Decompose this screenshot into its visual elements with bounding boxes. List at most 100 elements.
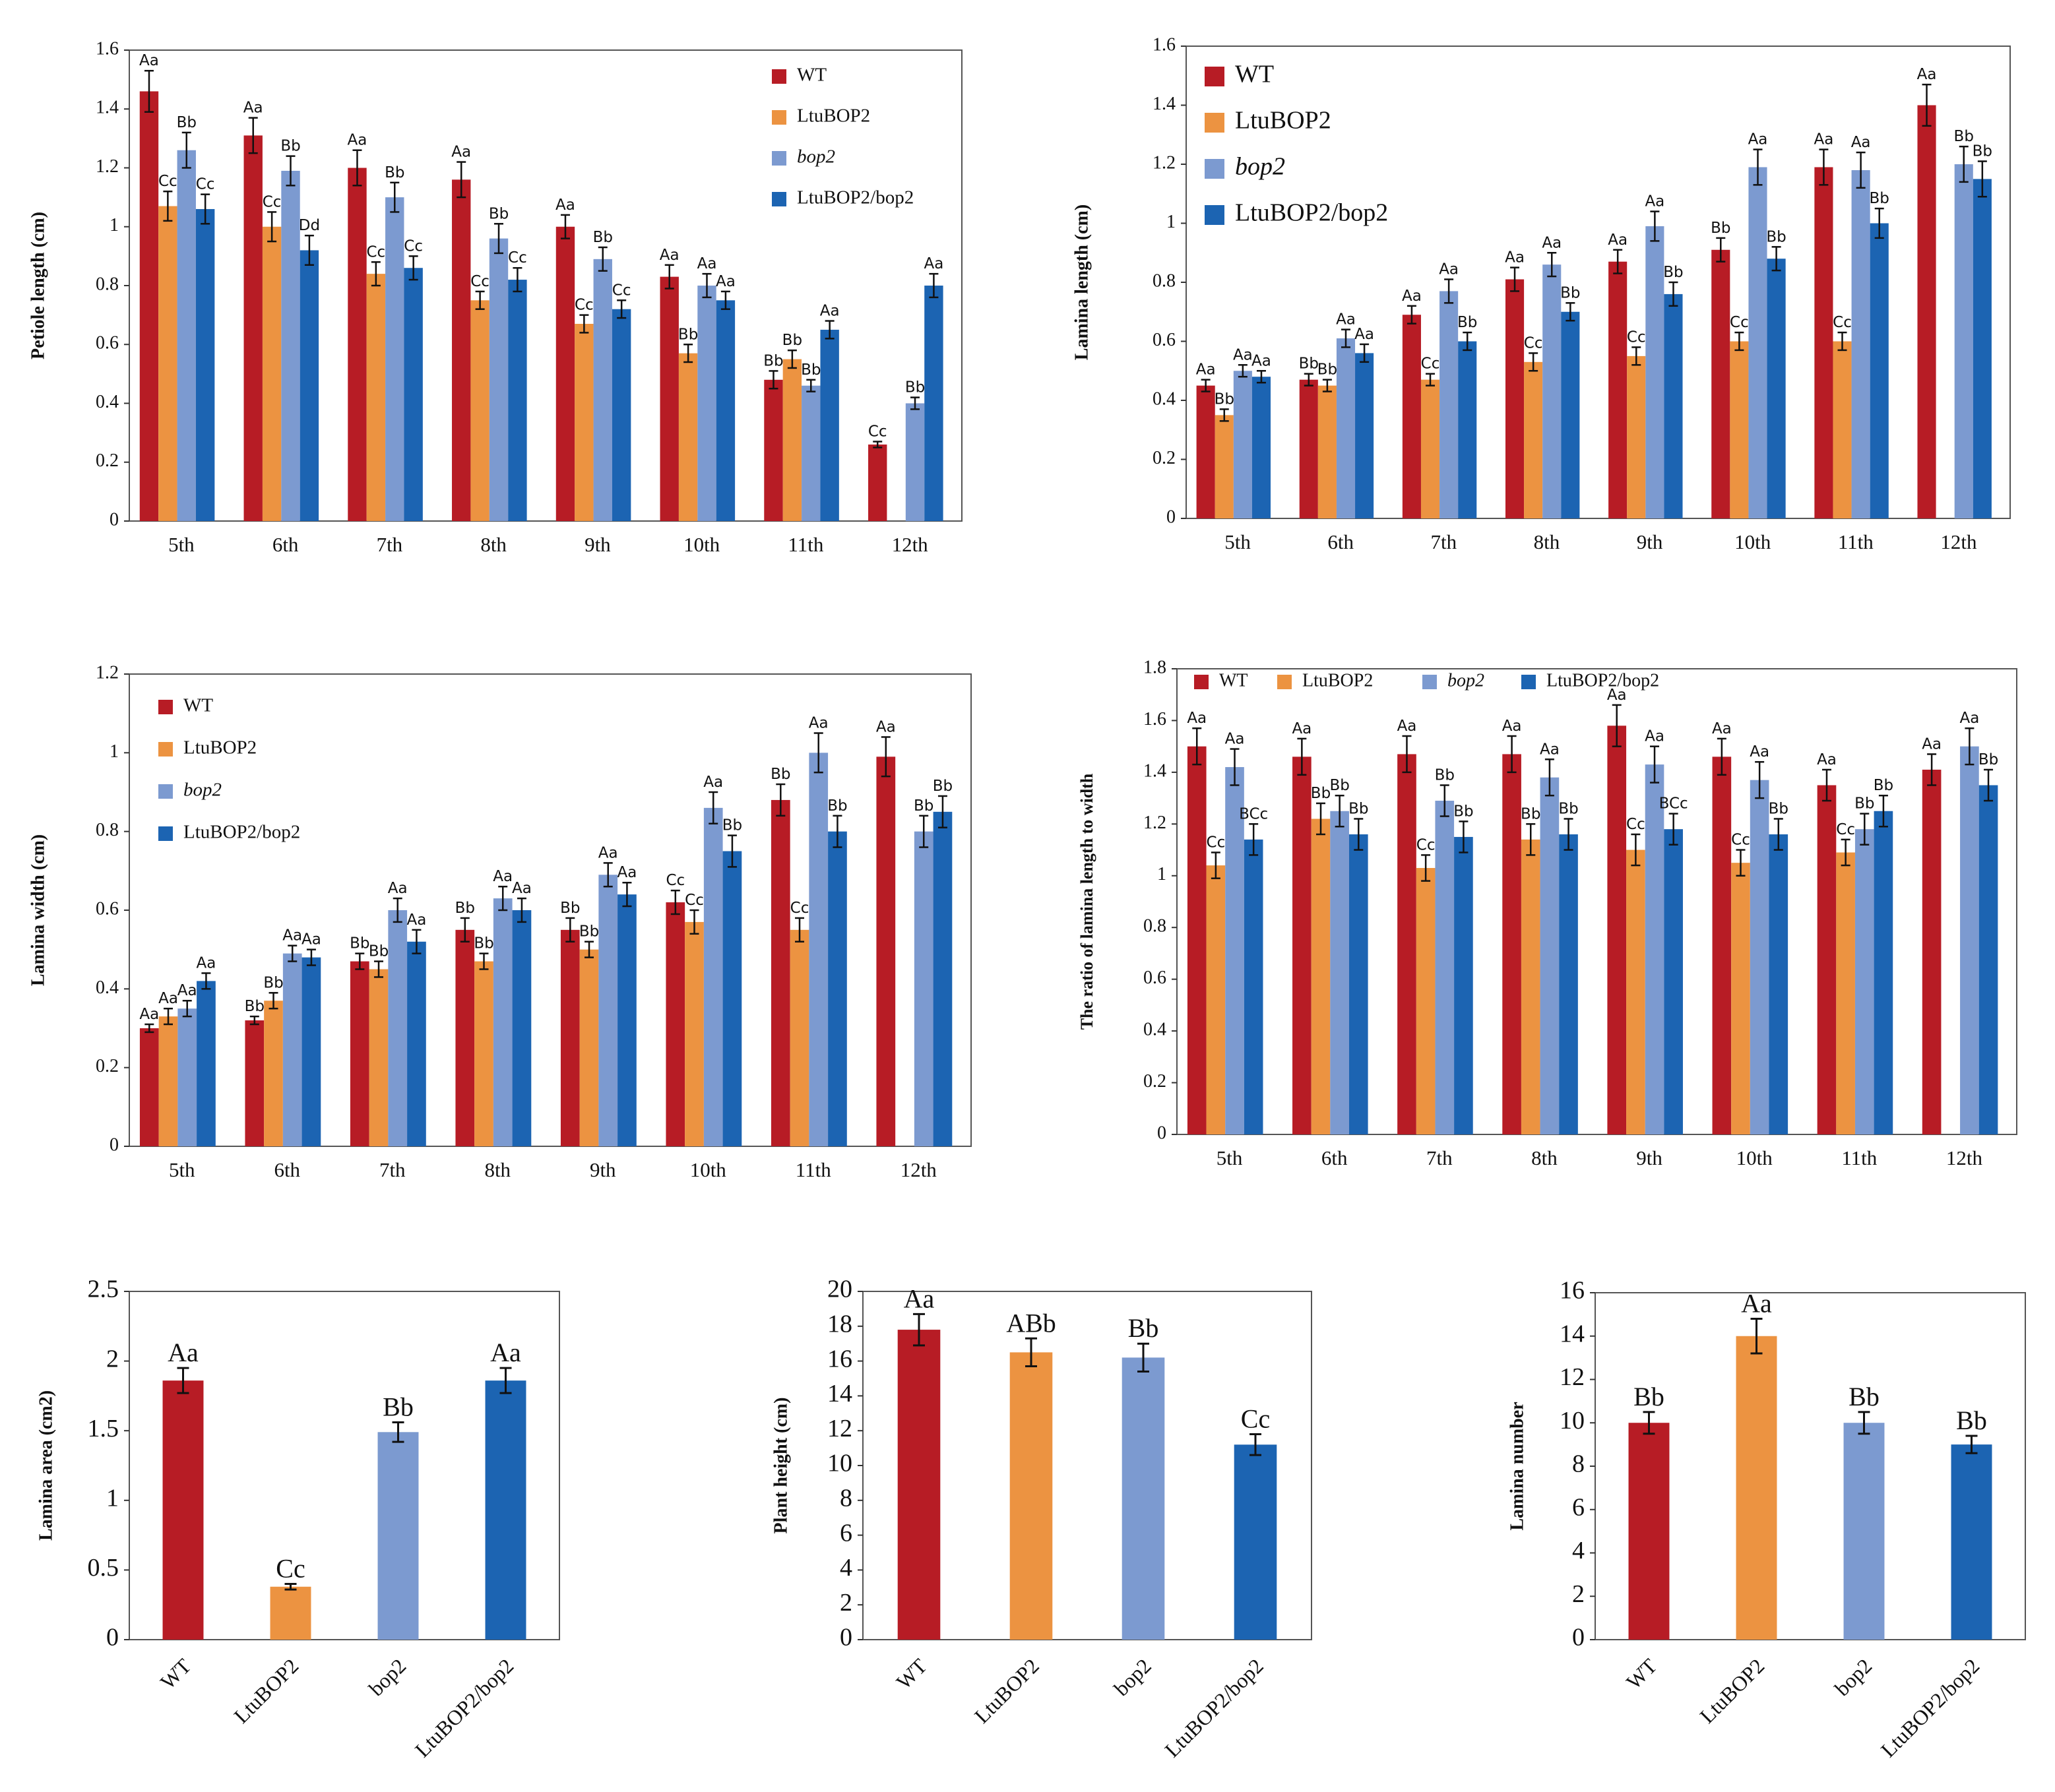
bar-ltubop2 — [1009, 1352, 1053, 1640]
significance-label: Bb — [1558, 800, 1578, 817]
bar-ltubop2-11th — [790, 929, 809, 1146]
bar-wt-7th — [1402, 315, 1421, 518]
y-tick-label: 0.2 — [1143, 1071, 1166, 1092]
bar-bop2-11th — [802, 385, 821, 521]
bar-wt-9th — [1607, 726, 1627, 1134]
significance-label: Cc — [1626, 816, 1645, 833]
significance-label: Cc — [1836, 821, 1855, 838]
bar-wt — [1628, 1423, 1670, 1640]
legend-swatch-ltubop2 — [1277, 675, 1292, 689]
bar-wt-9th — [1608, 261, 1628, 518]
y-tick-label: 0.6 — [1143, 968, 1166, 988]
x-tick-label: 8th — [484, 1158, 511, 1181]
bar-ltubop2-9th — [579, 949, 599, 1146]
x-tick-label: LtuBOP2 — [229, 1653, 303, 1727]
x-tick-label: 11th — [796, 1158, 831, 1181]
bar-wt-11th — [1814, 167, 1833, 519]
bar-ltubop2-bop2-12th — [924, 286, 943, 521]
x-tick-label: 6th — [274, 1158, 300, 1181]
x-tick-label: bop2 — [364, 1653, 411, 1700]
bar-ltubop2-6th — [262, 226, 282, 521]
bar-bop2-9th — [593, 259, 612, 521]
y-tick-label: 1 — [1157, 864, 1166, 884]
legend-swatch-ltubop2 — [772, 110, 786, 125]
significance-label: Bb — [914, 797, 933, 815]
x-tick-label: 8th — [1531, 1146, 1558, 1169]
y-axis-label: Lamina length (cm) — [1071, 204, 1092, 360]
x-tick-label: 9th — [590, 1158, 616, 1181]
y-tick-label: 0.6 — [96, 333, 119, 354]
y-tick-label: 0.6 — [96, 898, 119, 919]
bar-ltubop2-bop2-11th — [1870, 223, 1889, 518]
legend-label-ltubop2-bop2: LtuBOP2/bop2 — [1546, 670, 1659, 691]
x-tick-label: 12th — [1940, 530, 1977, 553]
bar-ltubop2-bop2 — [1234, 1444, 1277, 1640]
x-tick-label: 7th — [1426, 1146, 1453, 1169]
x-tick-label: 11th — [788, 533, 823, 556]
bar-ltubop2-bop2-9th — [612, 309, 631, 521]
significance-label: Aa — [716, 273, 736, 290]
significance-label: Cc — [868, 423, 887, 441]
significance-label: Aa — [1645, 193, 1664, 210]
bar-ltubop2-7th — [1420, 379, 1440, 518]
significance-label: Bb — [385, 164, 404, 181]
significance-label: Aa — [197, 954, 216, 972]
y-axis-label: Lamina area (cm2) — [36, 1390, 56, 1541]
significance-label: Aa — [660, 247, 680, 264]
legend-swatch-ltubop2-bop2 — [158, 826, 173, 841]
significance-label: Aa — [158, 990, 178, 1007]
bar-bop2-11th — [1854, 829, 1874, 1134]
x-tick-label: 10th — [1734, 530, 1771, 553]
y-tick-label: 4 — [840, 1554, 852, 1582]
bar-ltubop2-9th — [575, 324, 594, 521]
bar-ltubop2-10th — [678, 353, 698, 521]
bar-wt-7th — [1397, 754, 1416, 1134]
significance-label: Bb — [771, 766, 790, 783]
bar-bop2-5th — [177, 150, 196, 522]
significance-label: Bb — [763, 352, 783, 369]
significance-label: Aa — [1251, 352, 1271, 369]
bar-wt-11th — [1817, 785, 1837, 1134]
y-tick-label: 14 — [827, 1380, 852, 1407]
significance-label: Bb — [1854, 795, 1874, 813]
bar-ltubop2-8th — [1521, 839, 1540, 1134]
x-tick-label: 12th — [892, 533, 929, 556]
legend-label-bop2: bop2 — [1235, 153, 1285, 181]
significance-label: Aa — [243, 100, 263, 117]
y-tick-label: 0 — [110, 1134, 119, 1155]
significance-label: Aa — [348, 132, 367, 149]
x-tick-label: 8th — [1534, 530, 1560, 553]
bar-bop2-9th — [1645, 764, 1664, 1134]
bar-bop2-11th — [809, 753, 829, 1146]
y-tick-label: 1 — [110, 215, 119, 235]
bar-bop2 — [377, 1432, 419, 1640]
bar-bop2-11th — [1851, 170, 1870, 518]
bar-bop2-5th — [1225, 767, 1244, 1134]
y-tick-label: 1 — [106, 1485, 119, 1512]
x-tick-label: 9th — [1636, 1146, 1662, 1169]
y-tick-label: 16 — [1560, 1277, 1585, 1305]
significance-label: Aa — [1922, 735, 1942, 753]
legend-swatch-ltubop2-bop2 — [1521, 675, 1536, 689]
bar-wt-5th — [1187, 746, 1207, 1134]
significance-label: Bb — [560, 900, 580, 917]
significance-label: Bb — [245, 998, 265, 1015]
bar-ltubop2-bop2-8th — [1559, 834, 1578, 1134]
significance-label: Aa — [282, 927, 302, 944]
x-tick-label: bop2 — [1109, 1653, 1156, 1700]
significance-label: Bb — [263, 974, 283, 991]
y-tick-label: 12 — [1560, 1363, 1585, 1391]
bar-ltubop2-bop2-11th — [1874, 811, 1893, 1134]
y-tick-label: 0.2 — [96, 1056, 119, 1076]
significance-label: Aa — [1505, 249, 1525, 266]
bar-wt-10th — [1711, 249, 1730, 518]
significance-label: Aa — [555, 197, 575, 214]
bar-bop2-7th — [1435, 801, 1455, 1134]
significance-label: Aa — [1397, 718, 1417, 735]
significance-label: Bb — [782, 332, 802, 349]
bar-ltubop2-8th — [470, 300, 490, 521]
bar-ltubop2-8th — [474, 961, 493, 1146]
legend: WT LtuBOP2 bop2 LtuBOP2/bop2 — [158, 695, 300, 843]
significance-label: Bb — [1978, 751, 1998, 768]
significance-label: Bb — [827, 797, 847, 815]
